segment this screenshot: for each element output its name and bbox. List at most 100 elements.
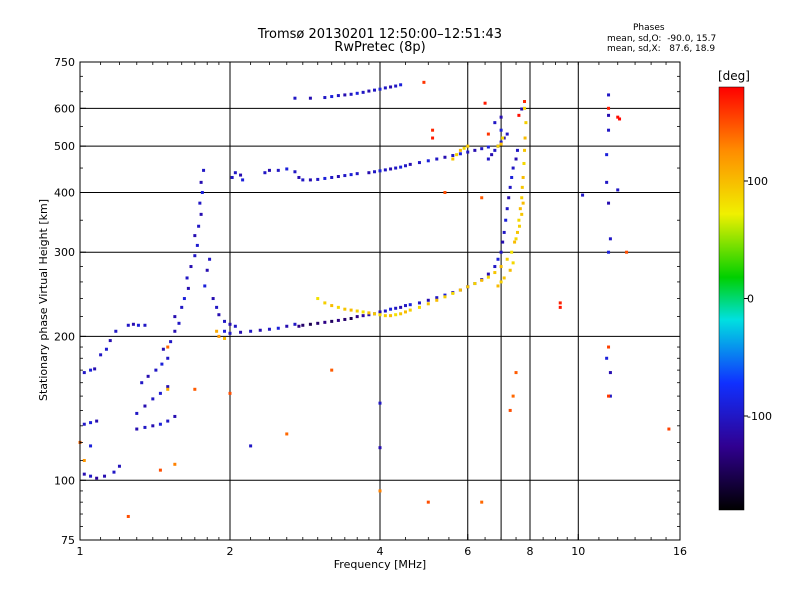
echo-point	[373, 312, 377, 316]
echo-point	[95, 419, 99, 423]
echo-point	[616, 188, 620, 192]
echo-point	[228, 391, 232, 395]
echo-point	[408, 162, 412, 166]
echo-point	[230, 175, 234, 179]
echo-point	[89, 368, 93, 372]
echo-point	[193, 234, 197, 238]
echo-point	[490, 153, 494, 157]
echo-point	[228, 322, 232, 326]
echo-point	[343, 93, 347, 97]
echo-point	[486, 132, 490, 136]
echo-point	[493, 121, 497, 125]
echo-point	[173, 462, 177, 466]
echo-point	[223, 319, 227, 323]
echo-point	[517, 218, 521, 222]
x-tick-label: 16	[673, 545, 687, 558]
echo-point	[316, 321, 320, 325]
colorbar-label: [deg]	[718, 69, 750, 83]
echo-point	[166, 345, 170, 349]
x-axis-label: Frequency [MHz]	[334, 558, 426, 571]
echo-point	[499, 128, 503, 132]
echo-point	[466, 150, 470, 154]
echo-point	[336, 175, 340, 179]
echo-point	[383, 309, 387, 313]
echo-point	[508, 185, 512, 189]
x-tick-label: 8	[527, 545, 534, 558]
chart-subtitle: RwPretec (8p)	[334, 40, 426, 55]
echo-point	[486, 157, 490, 161]
y-tick-label: 300	[54, 246, 75, 259]
y-tick-label: 500	[54, 140, 75, 153]
echo-point	[466, 144, 470, 148]
echo-point	[383, 168, 387, 172]
echo-point	[182, 297, 186, 301]
colorbar-tick-label: 100	[747, 175, 768, 188]
echo-point	[435, 298, 439, 302]
echo-point	[82, 422, 86, 426]
echo-point	[378, 313, 382, 317]
echo-point	[458, 288, 462, 292]
phase-colorbar: [deg] 100 0 -100	[718, 69, 772, 511]
echo-point	[394, 166, 398, 170]
echo-point	[330, 95, 334, 99]
echo-point	[293, 322, 297, 326]
echo-point	[502, 230, 506, 234]
echo-point	[394, 306, 398, 310]
echo-point	[389, 314, 393, 318]
echo-point	[140, 381, 144, 385]
echo-point	[285, 432, 289, 436]
echo-point	[505, 207, 509, 211]
echo-point	[117, 464, 121, 468]
echo-point	[502, 276, 506, 280]
echo-point	[517, 113, 521, 117]
echo-point	[82, 472, 86, 476]
echo-point	[202, 168, 206, 172]
echo-point	[136, 323, 140, 327]
echo-point	[505, 257, 509, 261]
echo-point	[215, 329, 219, 333]
echo-point	[99, 353, 103, 357]
echo-point	[349, 173, 353, 177]
echo-point	[199, 212, 203, 216]
echo-point	[524, 121, 528, 125]
echo-point	[112, 470, 116, 474]
echo-point	[493, 265, 497, 269]
echo-point	[504, 218, 508, 222]
echo-point	[285, 167, 289, 171]
echo-point	[215, 305, 219, 309]
echo-point	[458, 152, 462, 156]
echo-point	[522, 161, 526, 165]
echo-point	[330, 368, 334, 372]
echo-point	[462, 146, 466, 150]
echo-point	[422, 80, 426, 84]
echo-point	[480, 278, 484, 282]
echo-point	[480, 500, 484, 504]
echo-point	[523, 148, 527, 152]
echo-point	[493, 271, 497, 275]
echo-point	[426, 500, 430, 504]
echo-point	[146, 374, 150, 378]
colorbar-gradient	[718, 86, 745, 511]
echo-point	[435, 157, 439, 161]
echo-point	[443, 155, 447, 159]
echo-point	[515, 230, 519, 234]
echo-point	[607, 106, 611, 110]
echo-point	[173, 315, 177, 319]
echo-point	[403, 304, 407, 308]
echo-point	[263, 171, 267, 175]
echo-point	[323, 176, 327, 180]
echo-point	[267, 168, 271, 172]
echo-point	[403, 164, 407, 168]
echo-point	[166, 419, 170, 423]
echo-point	[426, 302, 430, 306]
axes: 1 2 4 6 8 10 16 75 100 200 300 400 500 600 750	[54, 56, 687, 558]
echo-point	[143, 404, 147, 408]
x-tick-label: 2	[227, 545, 234, 558]
echo-point	[203, 284, 207, 288]
echo-point	[239, 173, 243, 177]
echo-point	[367, 89, 371, 93]
echo-point	[502, 136, 506, 140]
echo-point	[361, 310, 365, 314]
echo-point	[508, 268, 512, 272]
